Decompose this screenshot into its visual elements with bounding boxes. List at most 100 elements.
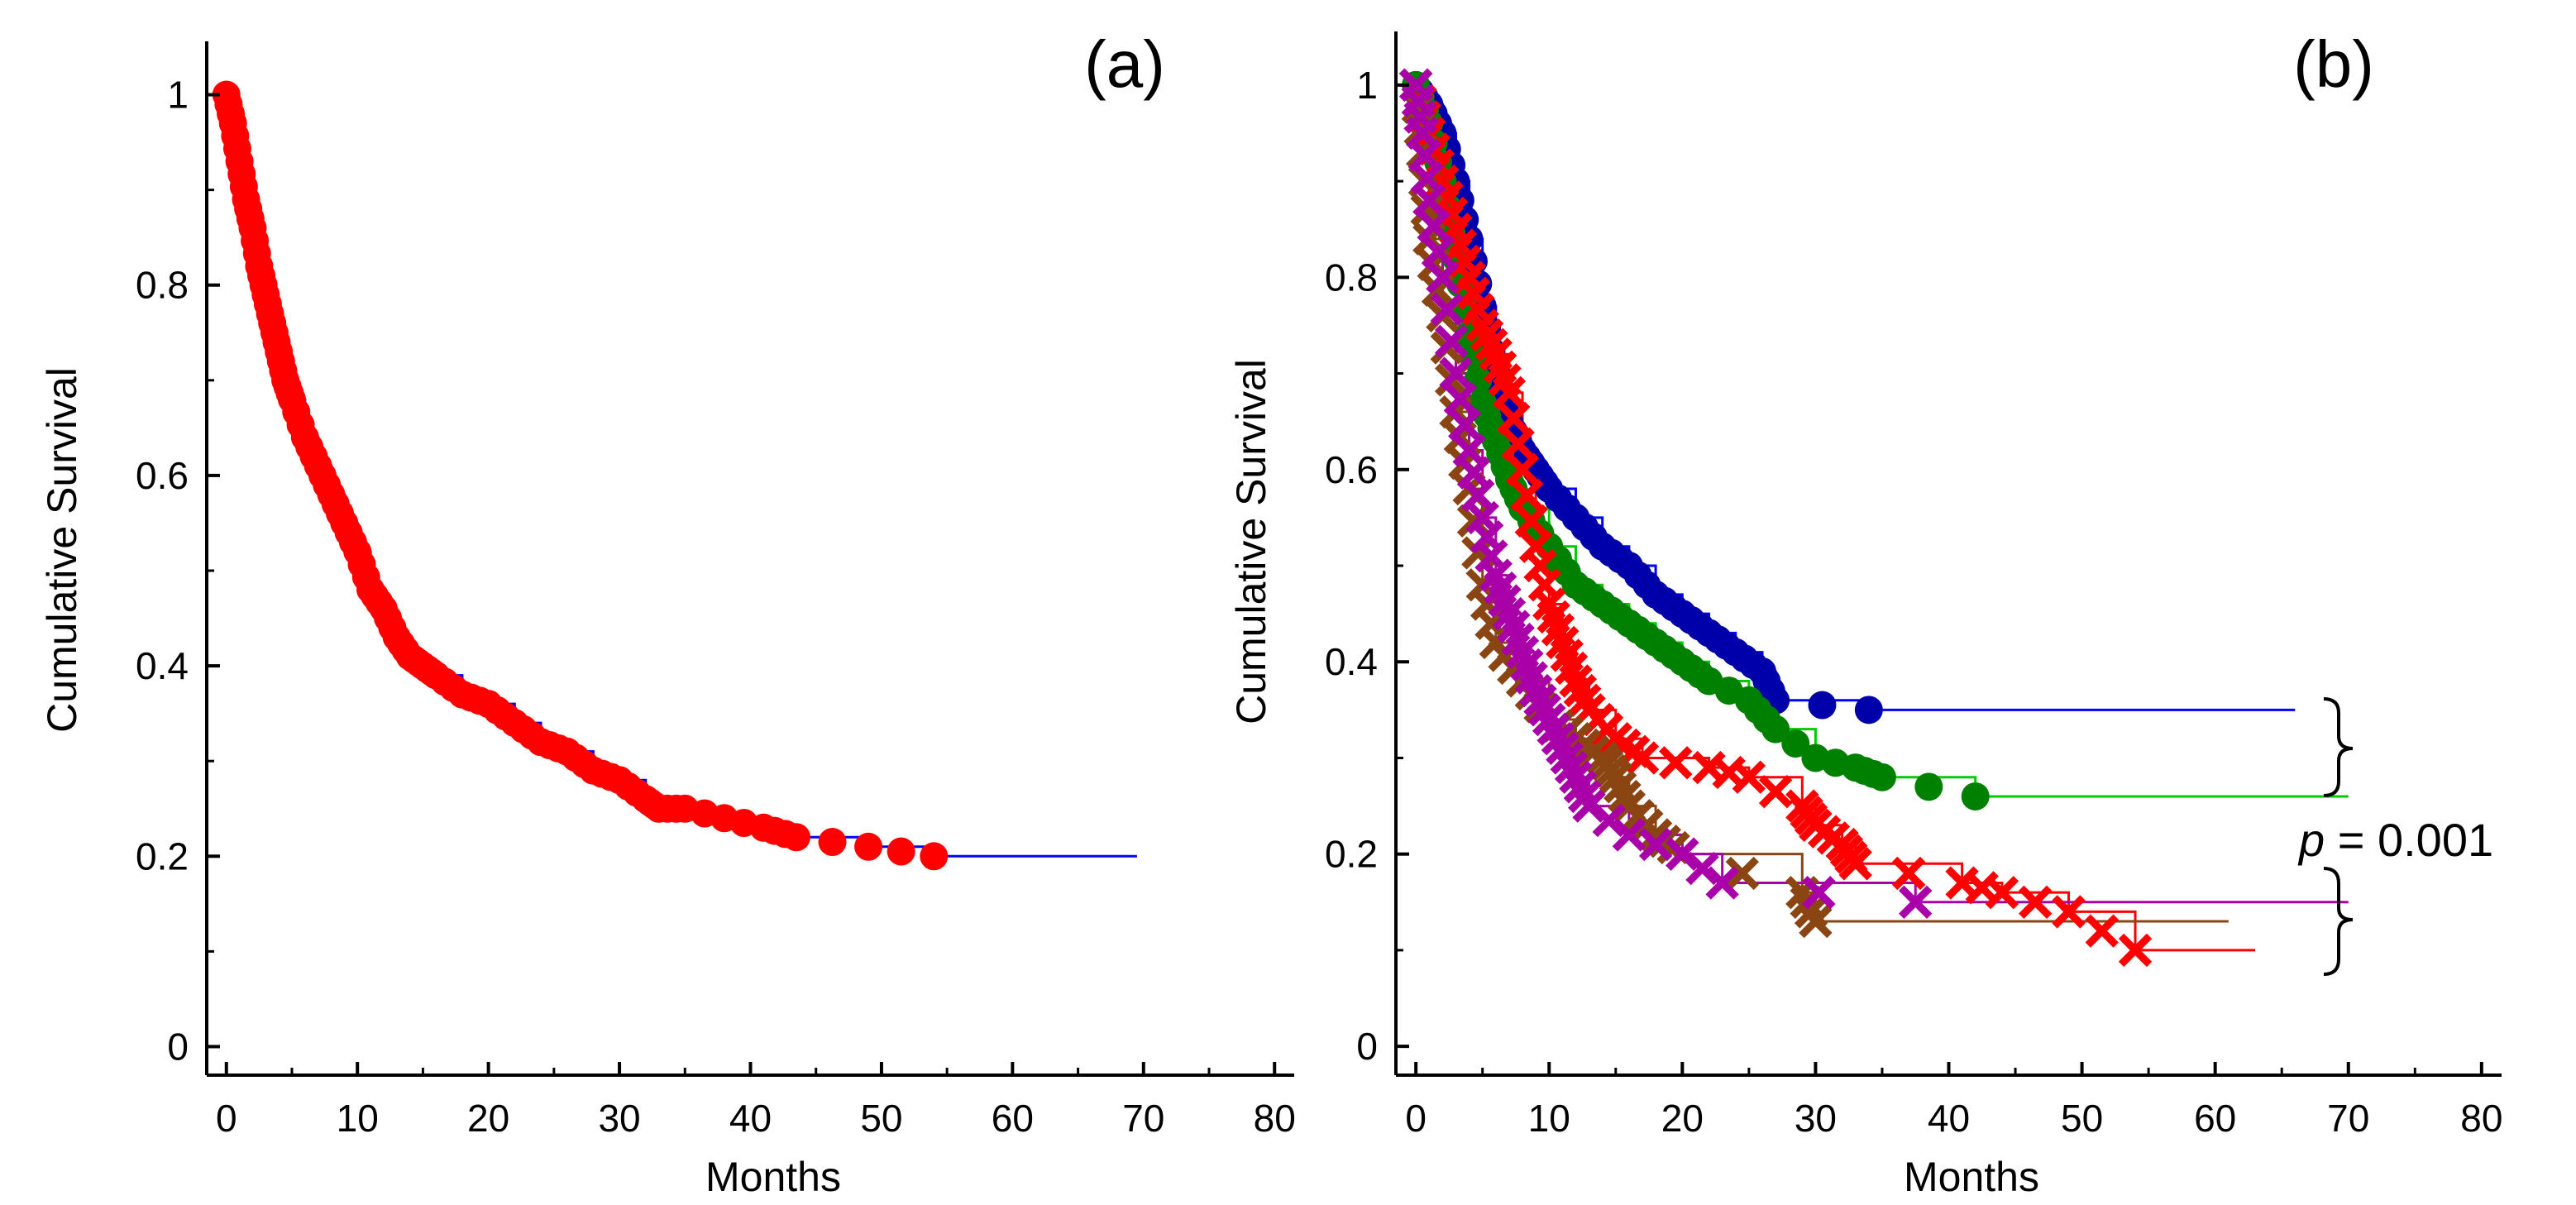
x-tick-label: 80: [2460, 1097, 2502, 1140]
censor-marker: [1867, 763, 1896, 791]
censor-marker: [1761, 715, 1790, 744]
panel-a-y-axis-title: Cumulative Survival: [39, 367, 85, 733]
y-tick-label: 0.8: [136, 264, 189, 307]
x-tick-label: 10: [337, 1097, 379, 1140]
censor-marker: [1434, 324, 1469, 358]
bracket-upper: [2323, 697, 2354, 797]
censor-marker: [1612, 818, 1646, 852]
x-tick-label: 30: [1795, 1097, 1837, 1140]
significance-brackets: [2323, 697, 2354, 976]
censor-marker: [1501, 427, 1535, 461]
y-tick-label: 0: [1356, 1025, 1378, 1068]
x-tick-label: 80: [1254, 1097, 1296, 1140]
censor-marker: [1510, 478, 1544, 512]
x-tick-label: 10: [1528, 1097, 1570, 1140]
censor-marker: [2019, 885, 2053, 919]
censor-marker: [1443, 382, 1478, 416]
censor-marker: [1666, 837, 1699, 871]
censor-marker: [1638, 827, 1673, 862]
panel-b-ticks: 0 10 20 30 40 50 60 70 80 0 0.2 0.4 0.6 0.8 1: [1325, 64, 2502, 1140]
censor-marker: [1899, 885, 1933, 919]
censor-marker: [1758, 774, 1793, 809]
y-tick-label: 1: [1356, 64, 1378, 107]
x-tick-label: 60: [992, 1097, 1034, 1140]
censor-marker: [1985, 875, 2019, 910]
censor-marker: [1426, 261, 1460, 294]
panel-a-curves: [226, 93, 1137, 858]
x-tick-label: 50: [860, 1097, 902, 1140]
panel-b-label: (b): [2293, 27, 2374, 101]
censor-marker: [1448, 408, 1482, 442]
censor-marker: [818, 828, 847, 857]
x-tick-label: 30: [598, 1097, 640, 1140]
censor-marker: [1705, 866, 1739, 900]
censor-marker: [854, 832, 883, 861]
censor-marker: [1421, 235, 1455, 269]
censor-marker: [1505, 452, 1540, 486]
y-tick-label: 0.6: [1325, 448, 1378, 491]
panel-b-markers: [1398, 68, 2153, 968]
y-tick-label: 0.4: [1325, 640, 1378, 683]
censor-marker: [2118, 933, 2153, 968]
x-tick-label: 70: [1122, 1097, 1164, 1140]
y-tick-label: 0.6: [136, 454, 189, 497]
censor-marker: [1625, 741, 1660, 775]
censor-marker: [2085, 914, 2119, 948]
p-value-symbol: p: [2297, 814, 2325, 866]
censor-marker: [887, 837, 915, 866]
censor-marker: [1497, 401, 1531, 435]
y-tick-label: 0: [167, 1025, 189, 1068]
censor-marker: [1430, 292, 1464, 327]
panel-a-markers: [212, 80, 949, 871]
panel-a-label: (a): [1084, 27, 1165, 101]
panel-b-y-axis-title: Cumulative Survival: [1228, 359, 1274, 724]
survival-curve-1: [226, 93, 1137, 858]
panel-a: 0 10 20 30 40 50 60 70 80 0 0.2 0.4 0.6 0.8 1 (a) Mont…: [39, 27, 1296, 1200]
panel-b: 0 10 20 30 40 50 60 70 80 0 0.2 0.4 0.6 0.8 1 (b) Mont…: [1228, 27, 2502, 1200]
censor-marker: [1592, 803, 1626, 838]
censor-marker: [1914, 772, 1943, 801]
censor-marker: [1659, 746, 1693, 780]
censor-marker: [1685, 851, 1719, 886]
censor-marker: [1725, 856, 1760, 891]
censor-marker: [1732, 760, 1766, 794]
x-tick-label: 0: [216, 1097, 237, 1140]
panel-b-x-axis-title: Months: [1904, 1154, 2039, 1200]
censor-marker: [1838, 847, 1872, 881]
censor-marker: [1808, 691, 1837, 720]
x-tick-label: 40: [729, 1097, 772, 1140]
censor-marker: [1572, 789, 1606, 823]
x-tick-label: 0: [1405, 1097, 1427, 1140]
x-tick-label: 20: [467, 1097, 509, 1140]
censor-marker: [1514, 504, 1548, 538]
x-tick-label: 60: [2194, 1097, 2236, 1140]
censor-marker: [1802, 875, 1836, 910]
censor-marker: [1781, 729, 1810, 758]
x-tick-label: 50: [2061, 1097, 2103, 1140]
censor-marker: [2052, 895, 2086, 929]
censor-marker: [1799, 904, 1833, 939]
censor-marker: [1891, 856, 1926, 891]
censor-marker: [1854, 696, 1883, 724]
censor-marker: [1961, 782, 1990, 811]
censor-marker: [1412, 184, 1446, 218]
y-tick-label: 1: [167, 74, 189, 117]
censor-marker: [920, 842, 949, 871]
bracket-lower: [2323, 867, 2354, 976]
x-tick-label: 70: [2327, 1097, 2369, 1140]
x-tick-label: 40: [1928, 1097, 1970, 1140]
p-value-annotation: p = 0.001: [2297, 814, 2493, 866]
panel-a-ticks: 0 10 20 30 40 50 60 70 80 0 0.2 0.4 0.6 0.8 1: [136, 74, 1296, 1140]
panel-b-curves: [1416, 84, 2349, 952]
censor-marker: [1439, 356, 1473, 390]
y-tick-label: 0.2: [136, 834, 189, 877]
x-tick-label: 20: [1661, 1097, 1704, 1140]
y-tick-label: 0.4: [136, 644, 189, 687]
y-tick-label: 0.2: [1325, 833, 1378, 876]
censor-marker: [1417, 209, 1450, 243]
y-tick-label: 0.8: [1325, 256, 1378, 299]
p-value-number: = 0.001: [2325, 814, 2493, 866]
censor-marker: [781, 823, 810, 852]
censor-marker: [1492, 375, 1527, 409]
